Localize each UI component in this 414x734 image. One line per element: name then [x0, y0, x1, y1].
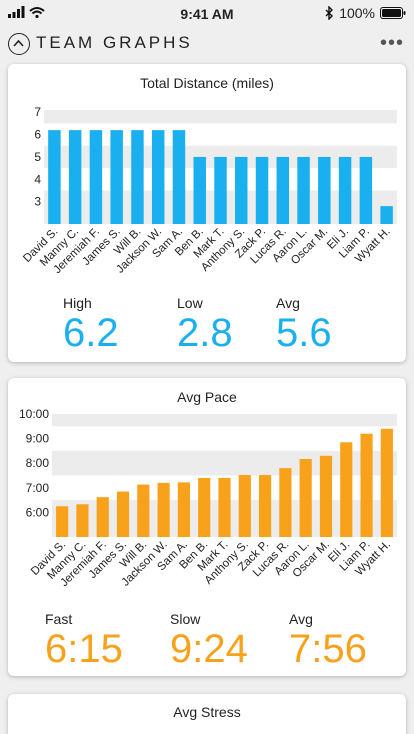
stat-low: Low 2.8	[177, 295, 233, 353]
bar	[56, 506, 69, 537]
y-tick-label: 6	[34, 128, 41, 142]
bar	[297, 156, 310, 224]
bar	[255, 156, 269, 224]
bar	[380, 206, 393, 224]
bar	[193, 156, 206, 224]
chevron-up-icon	[13, 39, 24, 47]
bar	[137, 484, 150, 537]
pace-chart-title: Avg Pace	[177, 389, 237, 405]
bar	[172, 130, 186, 224]
bar	[96, 497, 109, 537]
stat-value: 6:15	[45, 627, 123, 671]
stat-value: 6.2	[63, 311, 119, 355]
y-tick-label: 5	[34, 150, 41, 164]
bar	[151, 130, 165, 224]
bar	[89, 130, 103, 224]
stat-fast: Fast 6:15	[45, 611, 123, 669]
grid-band	[52, 414, 397, 427]
bar	[110, 130, 123, 224]
stat-slow: Slow 9:24	[170, 611, 248, 669]
bar	[198, 477, 211, 537]
bar	[338, 156, 352, 224]
bar	[380, 428, 393, 537]
stat-value: 7:56	[289, 627, 367, 671]
bar	[214, 156, 227, 224]
bar	[299, 459, 312, 537]
bar	[279, 468, 292, 537]
stat-label: Avg	[276, 295, 300, 311]
stat-avg: Avg 7:56	[289, 611, 367, 669]
battery-percent: 100%	[339, 5, 375, 21]
stress-chart-title: Avg Stress	[173, 704, 241, 720]
bar	[276, 156, 290, 224]
stat-value: 5.6	[276, 311, 332, 355]
y-tick-label: 7	[34, 105, 41, 119]
bar	[68, 130, 82, 224]
bar	[235, 156, 248, 224]
y-tick-label: 6:00	[26, 505, 50, 519]
pace-card: Avg Pace 6:00 7:00 8:00 9:00 10:00 David S. Ma…	[8, 378, 406, 676]
bar	[360, 433, 373, 537]
stress-card: Avg Stress	[8, 694, 406, 734]
status-bar: 9:41 AM 100%	[0, 0, 414, 26]
grid-band	[52, 450, 397, 476]
bar	[218, 477, 231, 537]
stat-avg: Avg 5.6	[276, 295, 332, 353]
distance-card: Total Distance (miles) 3 4 5 6 7 David S. Mann…	[8, 64, 406, 362]
distance-chart-title: Total Distance (miles)	[140, 75, 274, 91]
stat-label: High	[63, 295, 92, 311]
y-tick-label: 8:00	[26, 456, 50, 470]
stat-value: 2.8	[177, 311, 233, 355]
stat-high: High 6.2	[63, 295, 119, 353]
page-header: TEAM GRAPHS •••	[0, 30, 414, 58]
y-tick-label: 4	[34, 172, 41, 186]
page-title: TEAM GRAPHS	[36, 33, 193, 52]
y-tick-label: 9:00	[26, 432, 50, 446]
stat-value: 9:24	[170, 627, 248, 671]
clock: 9:41 AM	[180, 6, 234, 22]
bar	[116, 491, 130, 537]
back-button[interactable]	[8, 33, 30, 55]
grid-band	[44, 110, 397, 124]
stat-label: Low	[177, 295, 203, 311]
stat-label: Slow	[170, 611, 201, 627]
y-tick-label: 10:00	[19, 407, 49, 421]
bar	[131, 130, 144, 224]
bar	[157, 482, 170, 537]
bar	[318, 156, 331, 224]
bar	[238, 475, 251, 537]
bar	[48, 130, 61, 224]
more-icon[interactable]: •••	[379, 32, 404, 54]
y-tick-label: 7:00	[26, 481, 50, 495]
bar	[319, 455, 333, 537]
bar	[340, 442, 353, 537]
stat-label: Avg	[289, 611, 313, 627]
stat-label: Fast	[45, 611, 73, 627]
bar	[359, 156, 373, 224]
signal-icon	[8, 6, 45, 18]
bar	[259, 475, 272, 537]
bluetooth-icon	[325, 6, 334, 20]
bar	[76, 504, 89, 537]
battery-icon	[380, 7, 406, 19]
bar	[177, 482, 190, 537]
y-tick-label: 3	[34, 195, 41, 209]
